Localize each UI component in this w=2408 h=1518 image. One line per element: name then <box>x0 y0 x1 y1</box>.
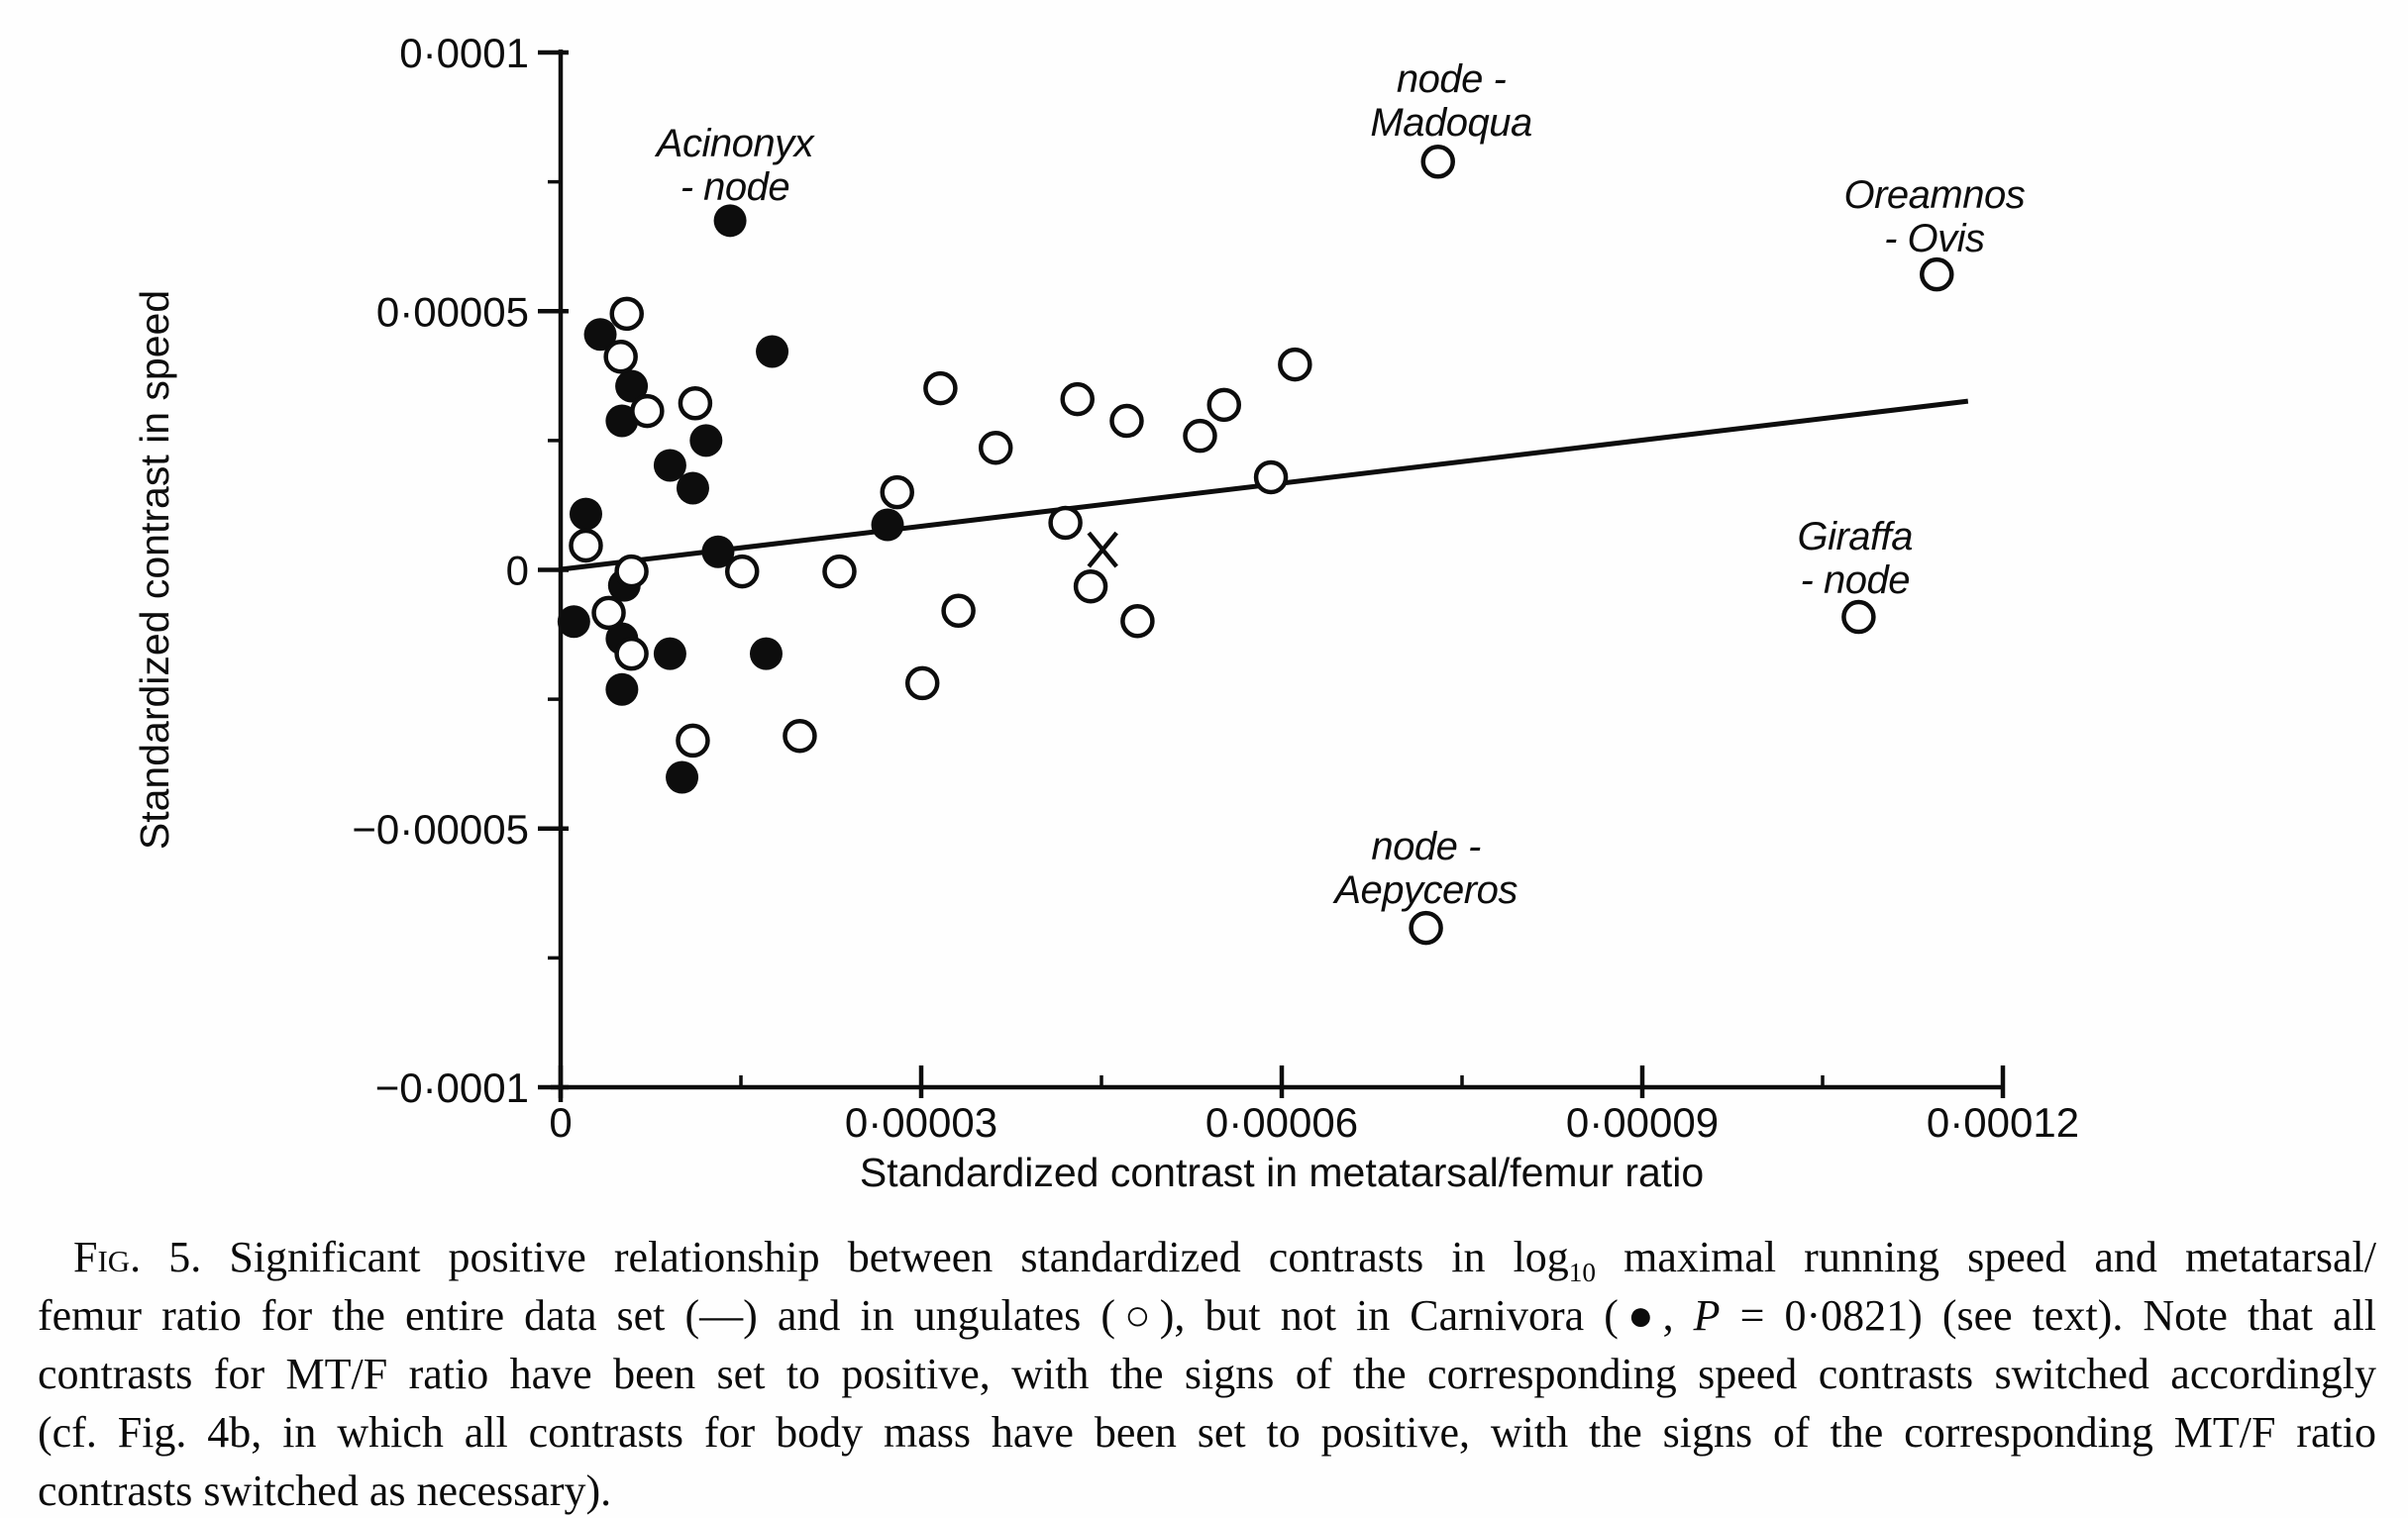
data-point-open-ungulates <box>609 296 644 332</box>
data-point-filled-Carnivora <box>653 449 686 482</box>
data-point-filled-Carnivora <box>689 424 723 457</box>
data-point-filled-Carnivora <box>666 760 699 794</box>
data-point-open-ungulates <box>614 636 649 671</box>
y-tick-label: −0·00005 <box>352 806 529 853</box>
data-point-filled-Carnivora <box>605 404 639 438</box>
annotation-label: - Ovis <box>1884 217 1985 260</box>
caption-line-4: (cf. Fig. 4b, in which all contrasts for… <box>38 1408 2376 1457</box>
annotation-label: Acinonyx <box>655 122 816 165</box>
data-point-open-ungulates <box>614 554 649 589</box>
annotation-label: Oreamnos <box>1843 173 2025 217</box>
x-tick-label: 0 <box>549 1099 572 1146</box>
data-point-open-ungulates <box>676 723 710 759</box>
data-point-open-ungulates <box>923 370 958 406</box>
y-tick-label: 0·0001 <box>399 30 529 76</box>
data-point-open-ungulates <box>941 593 976 629</box>
data-point-open-ungulates <box>880 474 914 510</box>
data-point-filled-Carnivora <box>605 672 639 706</box>
data-point-filled-Carnivora <box>713 204 747 238</box>
data-point-open-ungulates <box>1920 256 1954 292</box>
annotation-label: Aepyceros <box>1332 868 1518 912</box>
fig-label: Fig. <box>73 1233 142 1281</box>
data-point-filled-Carnivora <box>583 318 617 352</box>
x-tick-label: 0·00006 <box>1205 1099 1358 1146</box>
caption-line-1: Fig. 5. Significant positive relationshi… <box>73 1233 2376 1287</box>
x-tick-label: 0·00009 <box>1566 1099 1719 1146</box>
data-point-x-marker <box>1087 531 1118 568</box>
data-point-open-ungulates <box>724 554 760 589</box>
data-point-open-ungulates <box>1420 144 1455 179</box>
annotation-label: - node <box>681 165 789 209</box>
caption-line-2: femur ratio for the entire data set (—) … <box>38 1291 2376 1340</box>
data-point-open-ungulates <box>1048 505 1083 541</box>
data-point-open-ungulates <box>1120 603 1155 639</box>
caption-line-3: contrasts for MT/F ratio have been set t… <box>38 1350 2376 1398</box>
caption-line-5: contrasts switched as necessary). <box>38 1467 612 1515</box>
x-tick-label: 0·00012 <box>1927 1099 2079 1146</box>
data-point-open-ungulates <box>1073 568 1108 604</box>
data-point-open-ungulates <box>1183 418 1217 454</box>
scatter-plot: 0·0001 0·00005 0 −0·00005 −0·0001 0 0·00003 0·0… <box>132 30 2079 1195</box>
y-tick-label: −0·0001 <box>375 1064 529 1111</box>
data-points <box>557 144 1954 946</box>
annotation-label: - node <box>1801 558 1910 602</box>
data-point-open-ungulates <box>1206 387 1242 423</box>
data-point-filled-Carnivora <box>676 471 709 505</box>
data-point-filled-Carnivora <box>871 508 904 542</box>
data-point-open-ungulates <box>1060 381 1095 417</box>
data-point-open-ungulates <box>978 430 1013 465</box>
data-point-open-ungulates <box>1409 910 1443 946</box>
x-tick-label: 0·00003 <box>845 1099 997 1146</box>
annotation-label: Giraffa <box>1797 515 1913 558</box>
data-point-filled-Carnivora <box>749 637 783 670</box>
annotation-label: node - <box>1371 825 1481 868</box>
data-point-filled-Carnivora <box>701 535 735 568</box>
axes: 0·0001 0·00005 0 −0·00005 −0·0001 0 0·00003 0·0… <box>352 30 2079 1146</box>
data-point-open-ungulates <box>630 393 665 429</box>
data-point-open-ungulates <box>1278 347 1312 382</box>
data-point-open-ungulates <box>822 554 857 589</box>
data-point-filled-Carnivora <box>756 335 789 368</box>
data-point-open-ungulates <box>603 339 638 374</box>
data-point-filled-Carnivora <box>569 497 602 531</box>
y-tick-label: 0 <box>506 548 529 594</box>
data-point-open-ungulates <box>591 595 626 631</box>
x-axis-title: Standardized contrast in metatarsal/femu… <box>860 1150 1704 1195</box>
data-point-open-ungulates <box>569 528 603 563</box>
y-tick-label: 0·00005 <box>376 288 529 335</box>
data-point-open-ungulates <box>904 665 940 701</box>
annotation-label: Madoqua <box>1370 101 1531 145</box>
data-point-open-ungulates <box>1109 403 1144 439</box>
data-point-open-ungulates <box>783 718 817 754</box>
data-point-open-ungulates <box>1841 599 1876 635</box>
figure-caption: Fig. 5. Significant positive relationshi… <box>38 1228 2376 1518</box>
data-point-filled-Carnivora <box>615 369 649 403</box>
data-point-filled-Carnivora <box>653 637 686 670</box>
annotation-label: node - <box>1397 57 1507 101</box>
y-axis-title: Standardized contrast in speed <box>132 290 177 850</box>
data-point-open-ungulates <box>1253 459 1289 495</box>
data-point-open-ungulates <box>678 386 713 421</box>
data-point-filled-Carnivora <box>557 605 590 639</box>
